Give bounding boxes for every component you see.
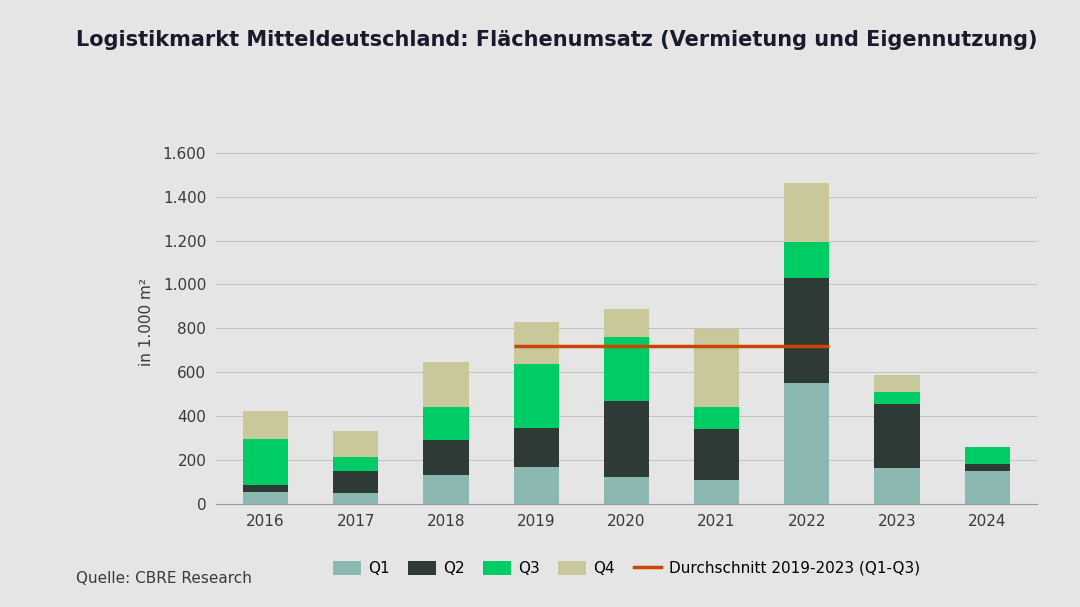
Bar [694,330,739,407]
Bar [784,242,829,278]
Bar [964,447,1010,464]
Bar [604,308,649,337]
Bar [875,392,919,404]
Bar [243,410,288,439]
Bar [423,440,469,475]
Bar [694,429,739,480]
Text: Logistikmarkt Mitteldeutschland: Flächenumsatz (Vermietung und Eigennutzung): Logistikmarkt Mitteldeutschland: Flächen… [76,30,1037,50]
Bar [604,337,649,401]
Bar [964,464,1010,471]
Bar [784,278,829,383]
Bar [784,183,829,242]
Bar [784,383,829,504]
Bar [514,467,558,504]
Text: Quelle: CBRE Research: Quelle: CBRE Research [76,571,252,586]
Bar [423,407,469,440]
Y-axis label: in 1.000 m²: in 1.000 m² [139,278,154,365]
Bar [243,492,288,504]
Bar [694,480,739,504]
Bar [514,322,558,364]
Bar [875,376,919,392]
Bar [514,428,558,467]
Bar [423,475,469,504]
Bar [334,493,378,504]
Bar [514,364,558,428]
Legend: Q1, Q2, Q3, Q4, Durchschnitt 2019-2023 (Q1-Q3): Q1, Q2, Q3, Q4, Durchschnitt 2019-2023 (… [327,555,926,582]
Bar [694,407,739,429]
Bar [243,485,288,492]
Bar [423,362,469,407]
Bar [875,404,919,467]
Bar [334,471,378,493]
Bar [964,471,1010,504]
Bar [243,439,288,485]
Bar [604,478,649,504]
Bar [604,401,649,478]
Bar [875,467,919,504]
Bar [334,432,378,456]
Bar [334,456,378,471]
